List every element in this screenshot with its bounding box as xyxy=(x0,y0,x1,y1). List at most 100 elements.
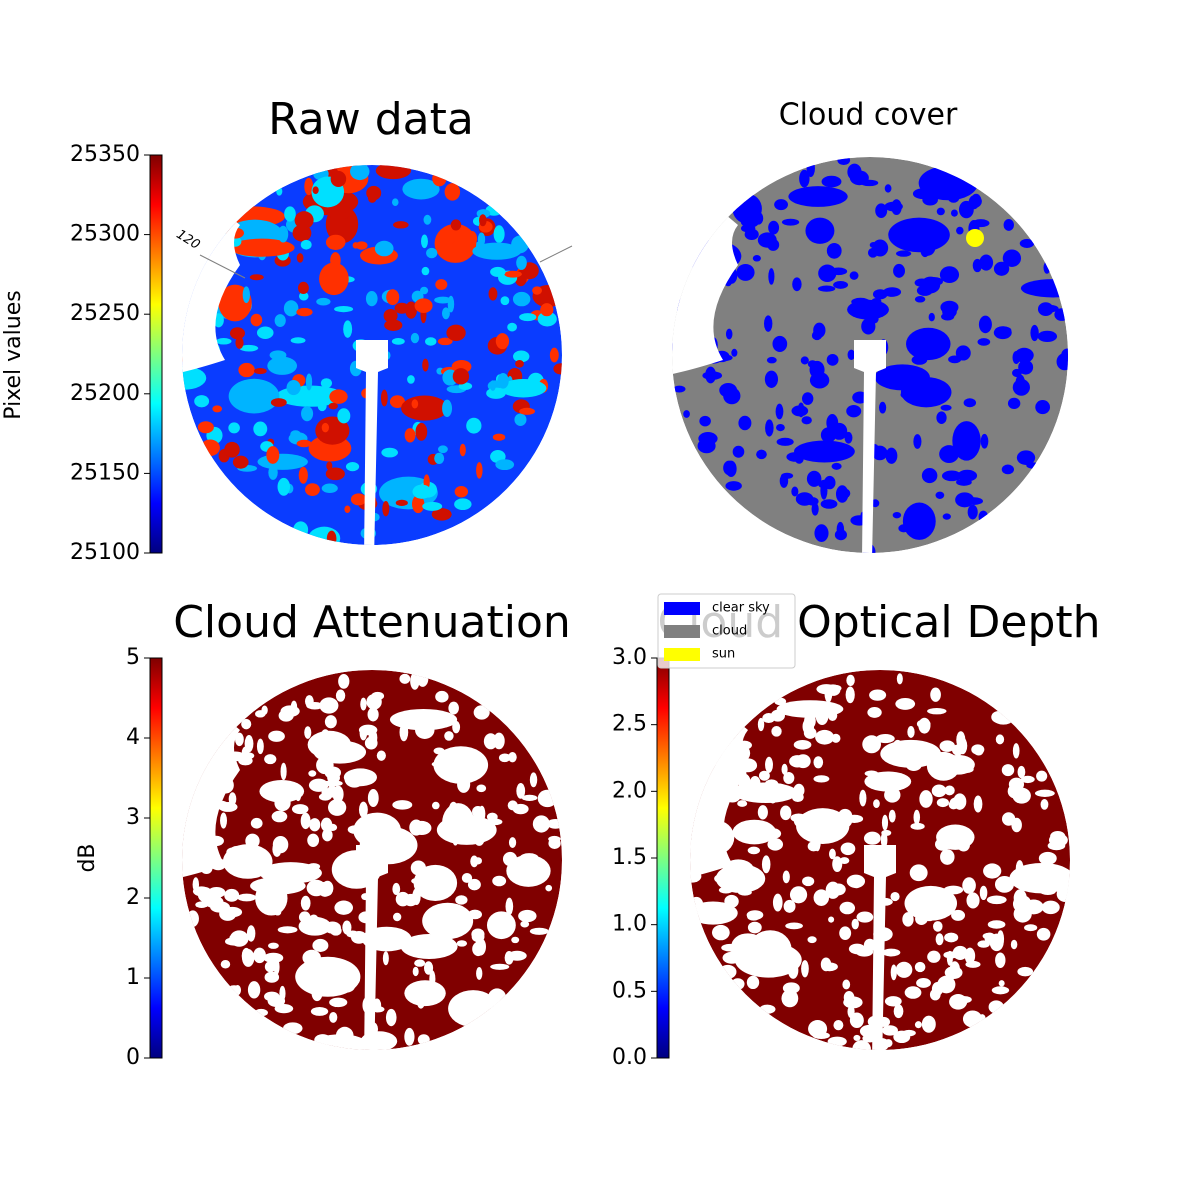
sky-blob xyxy=(991,986,1010,995)
sky-blob xyxy=(393,221,409,229)
sky-blob xyxy=(774,199,788,211)
sky-blob xyxy=(404,980,446,1007)
sky-blob xyxy=(902,912,914,927)
sky-blob xyxy=(786,452,804,462)
sky-blob xyxy=(953,793,967,810)
sky-blob xyxy=(902,370,911,384)
sky-blob xyxy=(327,772,340,783)
sky-blob xyxy=(254,1008,268,1017)
sky-blob xyxy=(809,371,830,389)
sky-blob xyxy=(737,889,752,896)
sky-blob xyxy=(322,828,333,842)
sky-blob xyxy=(493,225,505,243)
sky-blob xyxy=(308,770,317,777)
sky-blob xyxy=(380,389,388,407)
sky-blob xyxy=(1007,397,1021,409)
sky-blob xyxy=(529,927,549,935)
sky-blob xyxy=(801,960,809,978)
sky-blob xyxy=(318,881,332,897)
sky-blob xyxy=(255,710,266,718)
sky-blob xyxy=(933,921,943,932)
sky-blob xyxy=(519,407,535,415)
sky-blob xyxy=(437,445,448,454)
sky-blob xyxy=(807,841,820,852)
sky-blob xyxy=(234,984,241,996)
sky-blob xyxy=(957,469,978,482)
sky-blob xyxy=(1003,219,1014,231)
sky-blob xyxy=(495,333,510,350)
sky-blob xyxy=(888,809,896,823)
sky-blob xyxy=(296,307,313,317)
sky-blob xyxy=(900,390,917,400)
sky-blob xyxy=(488,287,498,301)
sky-blob xyxy=(1007,783,1023,799)
sky-blob xyxy=(422,358,429,372)
sky-blob xyxy=(466,417,482,434)
sky-blob xyxy=(444,731,454,741)
sky-blob xyxy=(1056,886,1070,902)
sky-blob xyxy=(714,873,730,884)
sky-blob xyxy=(1050,830,1066,842)
sky-blob xyxy=(882,948,901,957)
sky-blob xyxy=(783,899,796,913)
sky-blob xyxy=(442,399,453,418)
sky-blob xyxy=(1034,789,1055,797)
sky-blob xyxy=(310,1006,329,1016)
sky-blob xyxy=(493,732,505,750)
sky-blob xyxy=(315,735,333,749)
sky-blob xyxy=(1012,743,1020,759)
sky-blob xyxy=(404,1027,415,1046)
sky-blob xyxy=(515,360,524,368)
legend-label: sun xyxy=(712,647,735,662)
sky-blob xyxy=(392,800,413,810)
sky-blob xyxy=(835,485,849,503)
sky-blob xyxy=(817,285,836,292)
sky-blob xyxy=(1020,279,1068,298)
colorbar-label: dB xyxy=(75,843,100,872)
sky-blob xyxy=(1030,324,1039,342)
sky-blob xyxy=(1009,862,1070,894)
sky-blob xyxy=(290,337,306,344)
sky-blob xyxy=(489,380,496,391)
sky-blob xyxy=(337,408,351,424)
sky-blob xyxy=(847,349,856,361)
sky-blob xyxy=(504,950,514,965)
sky-blob xyxy=(274,1004,294,1014)
sky-blob xyxy=(884,787,901,803)
sky-blob xyxy=(941,470,962,482)
sky-blob xyxy=(987,920,1006,929)
sky-blob xyxy=(973,795,983,813)
sky-blob xyxy=(324,921,341,934)
sky-blob xyxy=(1026,462,1041,469)
sky-blob xyxy=(936,824,975,850)
sky-blob xyxy=(791,792,804,803)
annotation: 120 xyxy=(173,227,202,253)
sky-blob xyxy=(864,770,879,777)
sky-blob xyxy=(919,790,933,808)
sky-blob xyxy=(344,505,351,513)
colorbar-tick-label: 2 xyxy=(126,885,140,910)
sky-blob xyxy=(508,752,517,763)
sky-blob xyxy=(780,805,792,821)
sky-blob xyxy=(431,760,451,768)
sky-blob xyxy=(253,367,267,375)
sky-blob xyxy=(277,477,291,496)
sky-blob xyxy=(831,733,841,743)
sky-blob xyxy=(914,1021,922,1029)
sky-blob xyxy=(995,734,1005,745)
legend-swatch xyxy=(664,625,700,638)
sky-blob xyxy=(875,203,888,218)
sky-blob xyxy=(725,328,733,340)
sky-blob xyxy=(725,460,737,477)
sky-blob xyxy=(815,729,835,745)
sky-blob xyxy=(791,405,809,417)
sky-blob xyxy=(435,690,449,703)
sky-blob xyxy=(250,313,263,327)
sky-blob xyxy=(939,266,960,284)
sky-blob xyxy=(849,170,869,186)
sky-blob xyxy=(220,960,231,969)
colorbar-tick-label: 0.5 xyxy=(612,978,647,1003)
sky-blob xyxy=(884,184,892,193)
sky-blob xyxy=(758,770,770,781)
sky-blob xyxy=(381,447,398,458)
